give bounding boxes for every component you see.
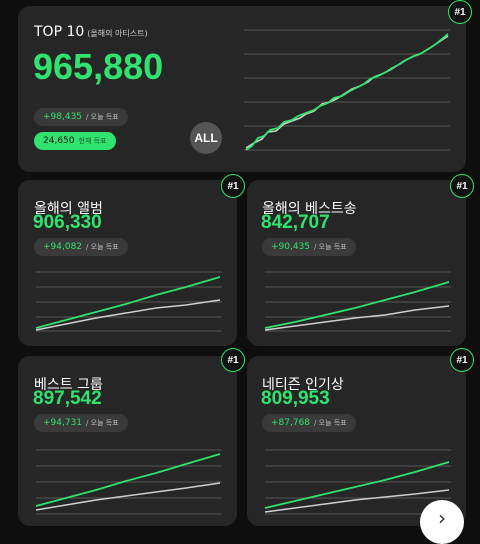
album-card[interactable]: 올해의 앨범 906,330 +94,082/ 오늘 득표	[18, 180, 237, 346]
top10-card[interactable]: TOP 10 (올해의 아티스트) 965,880 +98,435/ 오늘 득표 …	[18, 6, 466, 172]
chevron-right-icon: ›	[438, 506, 446, 530]
card-today-delta: +94,082/ 오늘 득표	[34, 238, 128, 256]
chart-gridlines	[244, 29, 450, 151]
top10-count: 965,880	[33, 46, 164, 87]
card-title: 올해의 앨범	[34, 201, 103, 217]
delta-label: / 오늘 득표	[86, 419, 119, 427]
series-line-secondary	[35, 482, 221, 511]
current-value: 24,650	[43, 136, 75, 146]
series-line-secondary	[35, 299, 221, 331]
delta-label: / 오늘 득표	[86, 113, 119, 121]
top10-trend-chart	[244, 29, 450, 151]
card-title: 베스트 그룹	[34, 377, 103, 393]
series-line-accent	[245, 33, 449, 151]
top10-rank-badge: #1	[448, 0, 472, 24]
series-line-accent	[264, 281, 450, 329]
delta-label: / 오늘 득표	[314, 243, 347, 251]
delta-label: / 오늘 득표	[86, 243, 119, 251]
top10-subtitle: (올해의 아티스트)	[87, 29, 148, 38]
delta-label: / 오늘 득표	[314, 419, 347, 427]
series-line-accent	[264, 461, 450, 509]
delta-value: +90,435	[271, 242, 311, 252]
bestgroup-rank-badge: #1	[221, 348, 245, 372]
card-count: 897,542	[33, 388, 102, 409]
next-page-button[interactable]: ›	[420, 500, 464, 544]
delta-value: +87,768	[271, 418, 311, 428]
card-today-delta: +87,768/ 오늘 득표	[262, 414, 356, 432]
bestgroup-trend-chart	[35, 449, 222, 515]
bestsong-rank-badge: #1	[450, 174, 474, 198]
card-count: 906,330	[33, 212, 102, 233]
bestsong-trend-chart	[264, 271, 451, 332]
netizen-card[interactable]: 네티즌 인기상 809,953 +87,768/ 오늘 득표	[247, 356, 466, 526]
delta-value: +94,731	[43, 418, 83, 428]
delta-value: +94,082	[43, 242, 83, 252]
album-trend-chart	[35, 271, 222, 332]
top10-title: TOP 10 (올해의 아티스트)	[34, 24, 148, 40]
series-line-accent	[35, 453, 221, 507]
album-rank-badge: #1	[221, 174, 245, 198]
card-count: 842,707	[261, 212, 330, 233]
all-button[interactable]: ALL	[190, 122, 222, 154]
bestgroup-card[interactable]: 베스트 그룹 897,542 +94,731/ 오늘 득표	[18, 356, 237, 526]
card-title: 네티즌 인기상	[262, 377, 344, 393]
card-count: 809,953	[261, 388, 330, 409]
card-today-delta: +94,731/ 오늘 득표	[34, 414, 128, 432]
series-line-secondary	[264, 489, 450, 513]
card-title: 올해의 베스트송	[262, 201, 357, 217]
top10-current-count: 24,650 현재 득표	[34, 132, 116, 150]
series-line-secondary	[264, 305, 450, 331]
top10-today-delta: +98,435/ 오늘 득표	[34, 108, 128, 126]
top10-title-text: TOP 10	[34, 24, 85, 40]
bestsong-card[interactable]: 올해의 베스트송 842,707 +90,435/ 오늘 득표	[247, 180, 466, 346]
delta-value: +98,435	[43, 112, 83, 122]
netizen-rank-badge: #1	[450, 348, 474, 372]
current-label: 현재 득표	[78, 137, 107, 145]
series-line-accent	[35, 276, 221, 329]
netizen-trend-chart	[264, 449, 451, 515]
card-today-delta: +90,435/ 오늘 득표	[262, 238, 356, 256]
